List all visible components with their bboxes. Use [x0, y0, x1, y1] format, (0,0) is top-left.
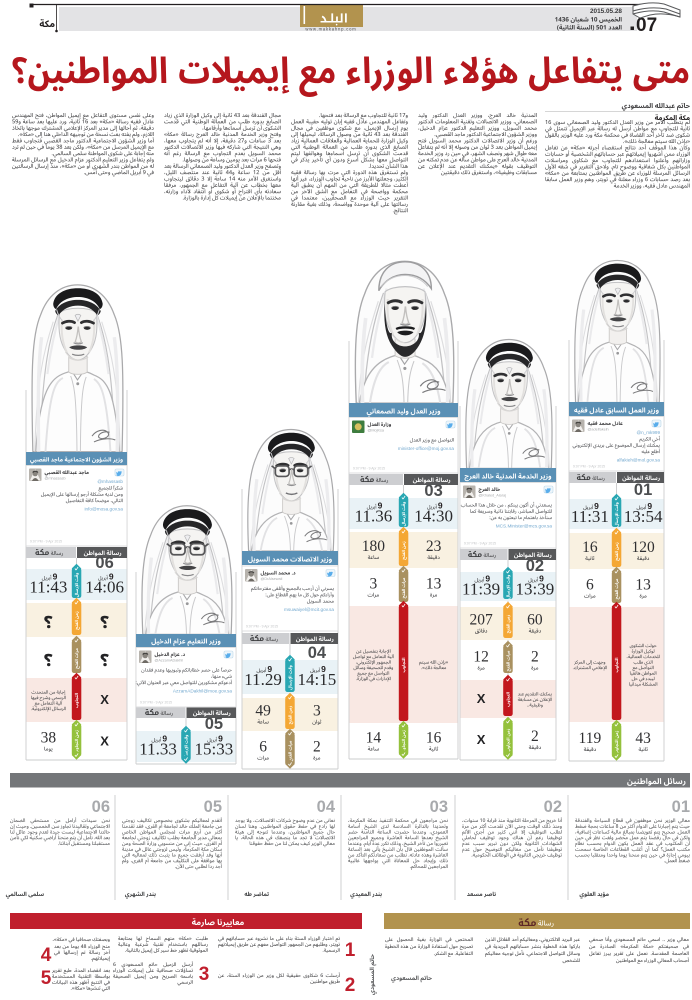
svg-text:13: 13 [635, 577, 651, 594]
svg-text:6: 6 [259, 739, 267, 756]
svg-text:@AzzamADakhil: @AzzamADakhil [155, 659, 184, 663]
svg-text:9:07 PM - 9 Apr 2015: 9:07 PM - 9 Apr 2015 [30, 540, 62, 544]
svg-text:AzzamADakhil@moe.gov.sa: AzzamADakhil@moe.gov.sa [173, 688, 233, 693]
svg-text:9: 9 [485, 574, 490, 584]
svg-text:alfakieh@mol.gov.sa: alfakieh@mol.gov.sa [617, 457, 661, 462]
svg-text:11:43: 11:43 [29, 578, 67, 597]
svg-text:16: 16 [426, 730, 442, 747]
svg-text:60: 60 [527, 612, 543, 629]
svg-text:9: 9 [438, 501, 443, 511]
svg-text:14:15: 14:15 [298, 670, 337, 689]
svg-text:180: 180 [362, 538, 386, 555]
svg-text:9: 9 [267, 664, 272, 674]
svg-text:5: 5 [41, 968, 52, 989]
svg-text:www.makkahnp.com: www.makkahnp.com [305, 27, 356, 32]
svg-text:9:07 PM - 9 Apr 2015: 9:07 PM - 9 Apr 2015 [140, 701, 172, 705]
svg-text:01: 01 [634, 481, 652, 499]
svg-text:13: 13 [426, 576, 442, 593]
svg-text:9: 9 [647, 501, 652, 511]
svg-text:06: 06 [95, 554, 113, 572]
svg-text:12: 12 [473, 649, 489, 666]
svg-text:@n_mk999: @n_mk999 [636, 430, 660, 435]
svg-text:13:54: 13:54 [624, 507, 663, 526]
svg-text:9: 9 [539, 574, 544, 584]
svg-text:23: 23 [426, 538, 442, 555]
svg-text:9: 9 [378, 501, 383, 511]
svg-text:11:39: 11:39 [462, 580, 500, 599]
svg-text:9:07 PM - 9 Apr 2015: 9:07 PM - 9 Apr 2015 [573, 465, 605, 469]
svg-text:2: 2 [531, 728, 539, 745]
svg-text:15:33: 15:33 [195, 740, 234, 759]
svg-text:04: 04 [308, 644, 327, 662]
svg-text:@Khaled_Alaraj: @Khaled_Alaraj [479, 494, 507, 498]
svg-text:@mhassasb: @mhassasb [45, 477, 66, 481]
svg-text:07: 07 [636, 15, 657, 36]
svg-text:9:07 PM - 9 Apr 2015: 9:07 PM - 9 Apr 2015 [464, 542, 496, 546]
svg-text:3: 3 [313, 703, 321, 720]
svg-text:3: 3 [370, 576, 378, 593]
svg-text:14:06: 14:06 [85, 578, 124, 597]
svg-text:9: 9 [594, 501, 599, 511]
svg-text:X: X [477, 732, 486, 747]
svg-text:38: 38 [41, 730, 57, 747]
svg-text:05: 05 [204, 798, 222, 816]
svg-text:14:30: 14:30 [414, 507, 453, 526]
svg-text:9: 9 [218, 734, 223, 744]
svg-text:msuwaiyel@mcit.gov.sa: msuwaiyel@mcit.gov.sa [284, 607, 334, 612]
svg-text:3: 3 [199, 964, 210, 985]
svg-text:11.33: 11.33 [139, 740, 177, 759]
svg-text:1: 1 [345, 940, 356, 961]
svg-text:minister-office@moj.gov.sa: minister-office@moj.gov.sa [398, 446, 455, 451]
svg-text:120: 120 [631, 539, 655, 556]
svg-text:9: 9 [321, 664, 326, 674]
svg-text:9:07 PM - 9 Apr 2015: 9:07 PM - 9 Apr 2015 [353, 467, 385, 471]
svg-text:04: 04 [317, 798, 336, 816]
svg-text:03: 03 [430, 798, 448, 816]
svg-text:9:07 PM - 9 Apr 2015: 9:07 PM - 9 Apr 2015 [246, 625, 278, 629]
svg-text:info@mosa.gov.sa: info@mosa.gov.sa [84, 506, 123, 511]
svg-text:05: 05 [205, 715, 223, 733]
svg-text:9: 9 [109, 572, 114, 582]
svg-text:MCS.Minister@mcs.gov.sa: MCS.Minister@mcs.gov.sa [496, 523, 553, 528]
svg-text:11:31: 11:31 [571, 507, 609, 526]
svg-text:9: 9 [162, 734, 167, 744]
svg-text:2015.05.28: 2015.05.28 [590, 8, 622, 15]
svg-text:@MojKsa: @MojKsa [368, 429, 385, 433]
svg-text:01: 01 [672, 798, 690, 816]
svg-text:119: 119 [579, 730, 602, 747]
svg-text:03: 03 [424, 482, 442, 500]
svg-text:49: 49 [255, 703, 271, 720]
svg-text:13:39: 13:39 [516, 580, 555, 599]
svg-text:2: 2 [313, 739, 321, 756]
svg-text:@adelfakeih: @adelfakeih [588, 428, 609, 432]
svg-text:207: 207 [469, 612, 493, 629]
svg-text:X: X [100, 734, 109, 749]
svg-text:06: 06 [92, 798, 110, 816]
svg-text:9: 9 [53, 572, 58, 582]
svg-text:11.36: 11.36 [355, 507, 393, 526]
svg-text:6: 6 [586, 577, 594, 594]
svg-text:16: 16 [582, 539, 598, 556]
svg-text:14: 14 [366, 730, 382, 747]
svg-text:2: 2 [345, 975, 356, 996]
svg-text:X: X [100, 692, 109, 707]
svg-text:02: 02 [544, 798, 562, 816]
svg-text:43: 43 [635, 730, 651, 747]
svg-text:X: X [477, 691, 486, 706]
svg-text:@DrAlsewail: @DrAlsewail [261, 577, 283, 581]
svg-text:02: 02 [526, 557, 544, 575]
svg-text:@mhassasb: @mhassasb [97, 479, 123, 484]
svg-text:11.29: 11.29 [244, 670, 282, 689]
svg-text:2: 2 [531, 649, 539, 666]
svg-text:4: 4 [41, 945, 52, 966]
